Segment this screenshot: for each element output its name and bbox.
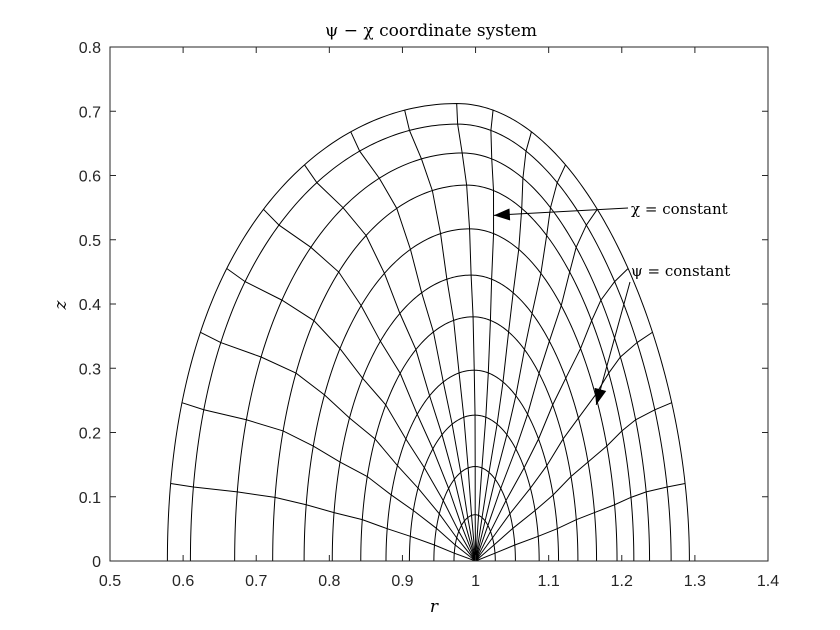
x-tick-label: 1.2	[611, 573, 633, 590]
annotation-arrow-line	[493, 207, 629, 216]
axis-ticks: 0.5 0.6 0.7 0.8 0.9 1 1.1 1.2 1.3 1.4 0 0.1 0.2 0.3 0.…	[79, 40, 779, 590]
chi-constant-line	[475, 268, 629, 562]
chi-constant-line	[304, 164, 477, 562]
chi-constant-line	[263, 208, 477, 562]
chi-constant-line	[475, 331, 653, 562]
chi-constant-line	[404, 110, 477, 562]
y-tick-label: 0.6	[79, 169, 101, 186]
chi-annotation-label: χ = constant	[631, 200, 728, 218]
chi-constant-line	[475, 209, 598, 562]
chi-constant-line	[475, 164, 566, 562]
chi-constant-line	[475, 131, 532, 562]
annotations	[493, 207, 631, 406]
chart-title: ψ − χ coordinate system	[325, 21, 537, 41]
x-tick-label: 1.4	[757, 573, 779, 590]
x-tick-label: 0.7	[245, 573, 267, 590]
x-tick-label: 1.3	[684, 573, 706, 590]
psi-annotation-label: ψ = constant	[631, 262, 730, 280]
chi-constant-line	[475, 402, 672, 562]
x-axis-label: r	[430, 597, 439, 617]
y-tick-label: 0.7	[79, 104, 101, 121]
y-tick-label: 0	[92, 554, 101, 571]
x-tick-label: 0.5	[99, 573, 121, 590]
chi-constant-line	[200, 331, 476, 562]
y-tick-label: 0.4	[79, 297, 101, 314]
y-tick-label: 0.3	[79, 361, 101, 378]
y-tick-label: 0.1	[79, 490, 101, 507]
x-tick-label: 1.1	[538, 573, 560, 590]
y-tick-label: 0.5	[79, 233, 101, 250]
y-tick-label: 0.2	[79, 426, 101, 443]
y-tick-label: 0.8	[79, 40, 101, 57]
y-axis-label: z	[51, 299, 71, 310]
chi-constant-line	[181, 402, 476, 562]
annotation-arrow-head	[493, 208, 511, 221]
x-tick-label: 1	[471, 573, 480, 590]
x-tick-label: 0.8	[318, 573, 340, 590]
chi-constant-line	[475, 110, 495, 562]
chi-constant-line	[226, 268, 476, 562]
x-tick-label: 0.9	[391, 573, 413, 590]
annotation-arrow-head	[594, 387, 607, 405]
chi-constant-line	[350, 131, 477, 562]
chi-constant-line	[170, 483, 476, 562]
chi-constant-line	[456, 103, 477, 562]
annotation-arrow-line	[595, 281, 631, 406]
chi-constant-line	[475, 483, 686, 562]
x-tick-label: 0.6	[172, 573, 194, 590]
